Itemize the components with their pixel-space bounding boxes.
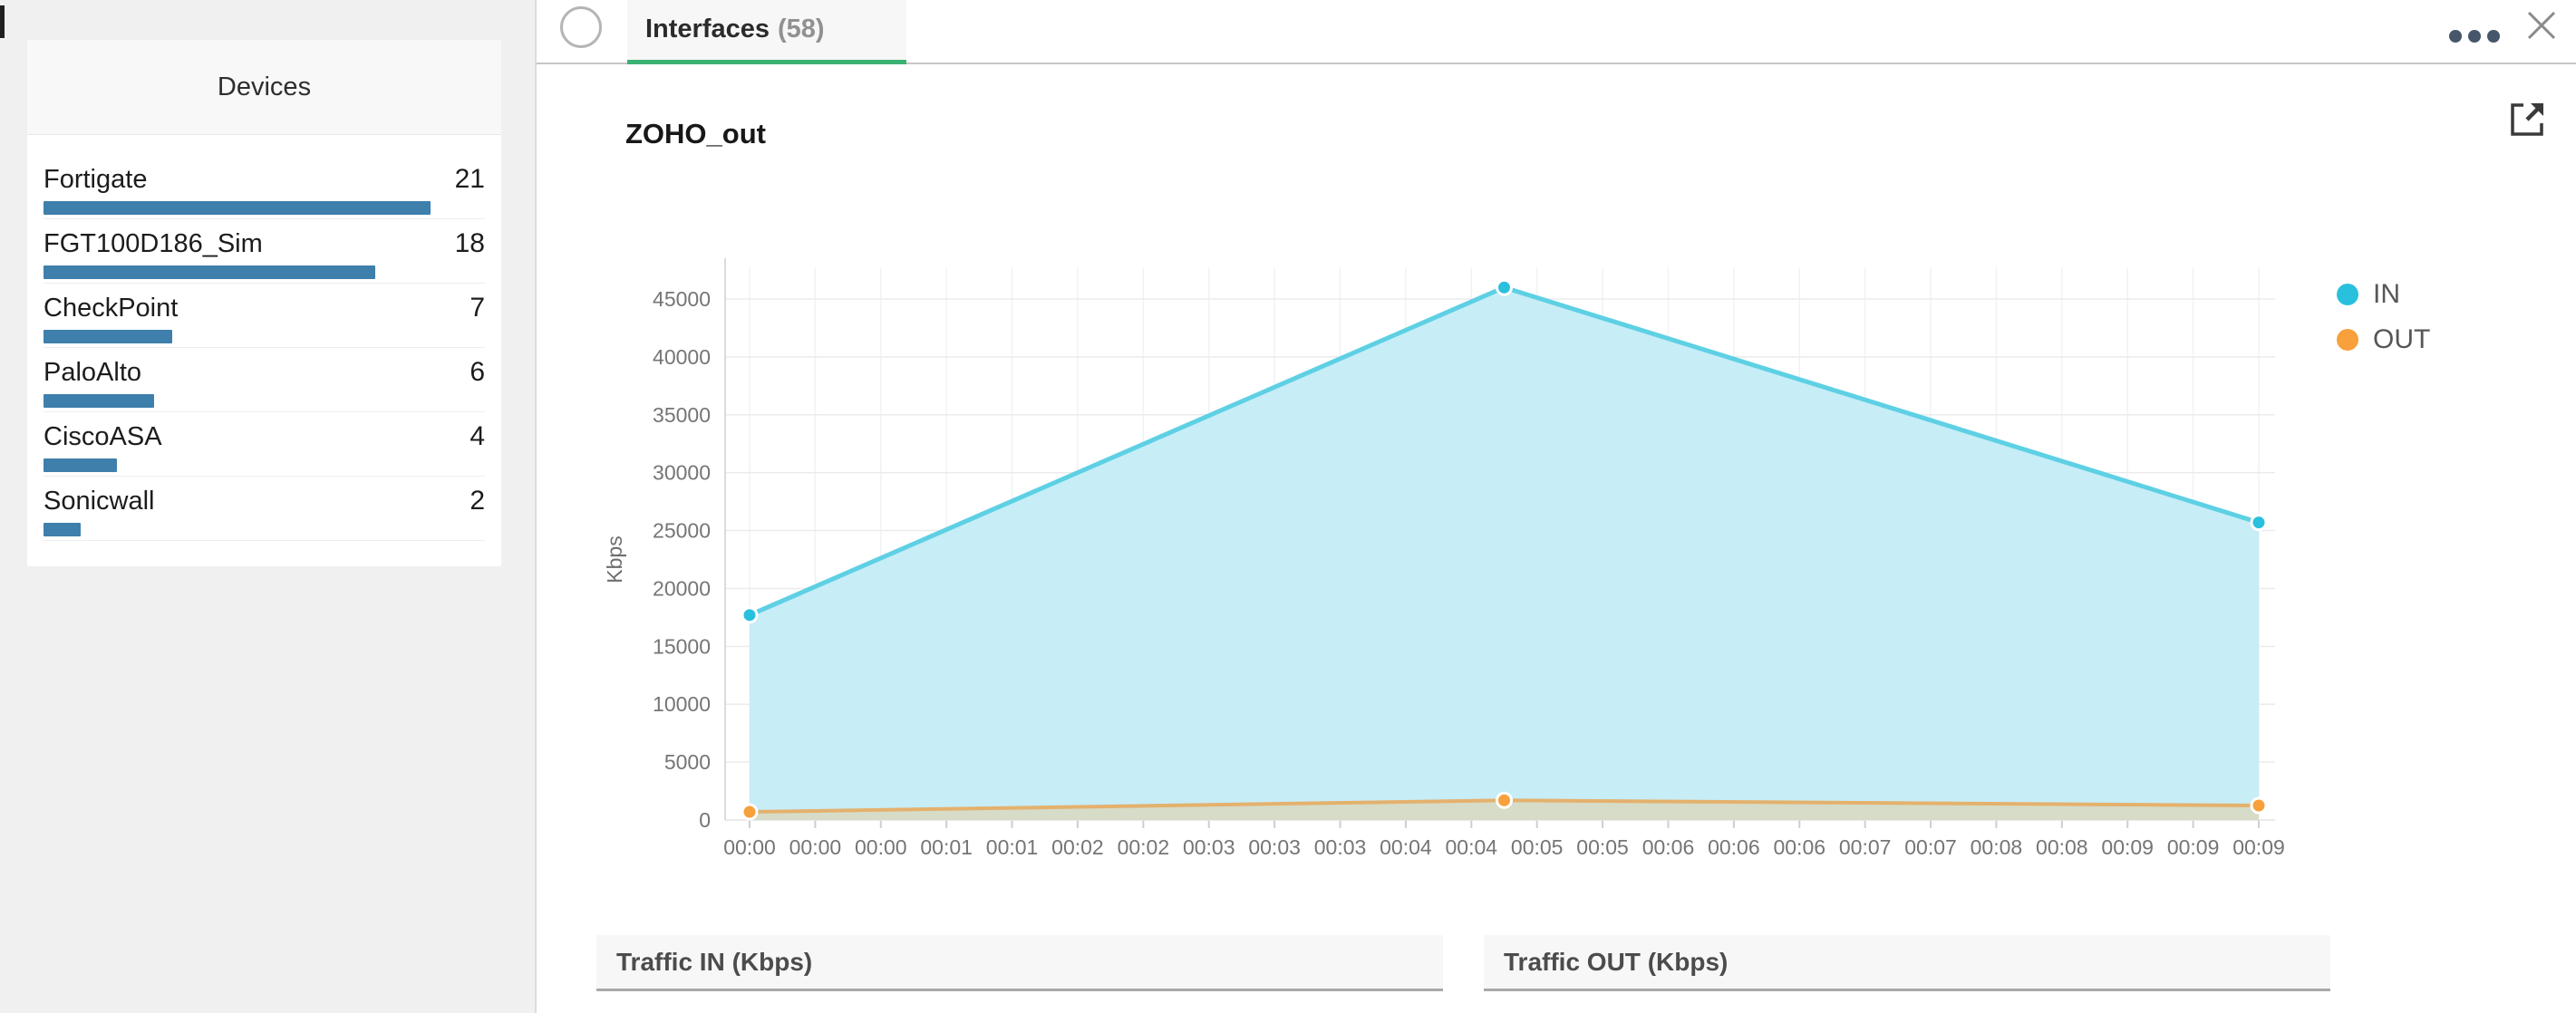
y-axis-label: 35000 — [653, 403, 711, 427]
device-usage-bar — [44, 201, 431, 215]
x-axis-label: 00:03 — [1183, 835, 1235, 859]
device-row[interactable]: CiscoASA 4 — [44, 412, 485, 477]
y-axis-label: 10000 — [653, 692, 711, 716]
ellipsis-icon — [2468, 30, 2481, 43]
device-usage-bar — [44, 523, 81, 536]
legend-label-out: OUT — [2373, 324, 2431, 354]
x-axis-label: 00:09 — [2167, 835, 2220, 859]
in-data-point-marker — [2250, 514, 2268, 532]
more-options-button[interactable] — [2449, 30, 2500, 43]
tab-interfaces[interactable]: Interfaces (58) — [627, 0, 906, 64]
in-data-point-marker — [741, 606, 759, 624]
device-count: 2 — [470, 486, 485, 516]
device-usage-bar — [44, 458, 118, 472]
traffic-area-chart: 00:00 00:00 00:00 00:01 00:01 00:02 00:02 00:03… — [603, 258, 2285, 859]
devices-panel-title: Devices — [27, 40, 501, 135]
device-name: Sonicwall — [44, 487, 155, 516]
y-axis-title: Kbps — [603, 535, 626, 583]
x-axis-label: 00:06 — [1708, 835, 1760, 859]
close-icon — [2527, 11, 2556, 40]
out-data-point-marker — [741, 803, 759, 821]
x-axis-label: 00:08 — [1971, 835, 2023, 859]
device-count: 18 — [454, 228, 485, 258]
device-name: FGT100D186_Sim — [44, 229, 263, 258]
device-count: 21 — [454, 164, 485, 194]
device-usage-bar — [44, 265, 376, 279]
device-list: Fortigate 21 FGT100D186_Sim 18 CheckPoint 7 Pa… — [27, 135, 501, 566]
x-axis-label: 00:01 — [920, 835, 973, 859]
x-axis-label: 00:00 — [723, 835, 776, 859]
traffic-out-section-header: Traffic OUT (Kbps) — [1484, 935, 2330, 991]
out-data-point-marker — [1496, 791, 1513, 809]
device-row[interactable]: CheckPoint 7 — [44, 284, 485, 348]
radio-circle-button[interactable] — [560, 6, 602, 48]
y-axis-label: 45000 — [653, 287, 711, 311]
out-series-dot-icon — [2337, 329, 2358, 351]
ellipsis-icon — [2487, 30, 2500, 43]
in-series-area — [750, 287, 2259, 820]
close-button[interactable] — [2525, 9, 2558, 42]
device-name: Fortigate — [44, 165, 148, 194]
x-axis-label: 00:02 — [1051, 835, 1104, 859]
x-axis-label: 00:04 — [1380, 835, 1432, 859]
x-axis-label: 00:03 — [1314, 835, 1367, 859]
legend-item-in[interactable]: IN — [2337, 272, 2430, 317]
tab-interfaces-count: (58) — [778, 14, 825, 43]
y-axis-label: 15000 — [653, 634, 711, 658]
open-in-new-window-button[interactable] — [2505, 98, 2549, 141]
y-axis-label: 0 — [699, 808, 711, 832]
y-axis-label: 25000 — [653, 519, 711, 543]
legend-item-out[interactable]: OUT — [2337, 317, 2430, 362]
x-axis-label: 00:04 — [1446, 835, 1498, 859]
x-axis-label: 00:00 — [789, 835, 842, 859]
out-data-point-marker — [2250, 796, 2268, 815]
devices-sidebar: Devices Fortigate 21 FGT100D186_Sim 18 Check… — [0, 0, 537, 1013]
legend-label-in: IN — [2373, 279, 2400, 309]
device-name: CiscoASA — [44, 422, 162, 451]
x-axis-label: 00:06 — [1642, 835, 1695, 859]
x-axis-label: 00:01 — [986, 835, 1039, 859]
chart-title: ZOHO_out — [625, 118, 766, 150]
widget-topbar: Interfaces (58) — [537, 0, 2576, 64]
y-axis-label: 20000 — [653, 576, 711, 600]
x-axis-label: 00:07 — [1904, 835, 1957, 859]
device-usage-bar — [44, 330, 173, 343]
tab-interfaces-label: Interfaces — [645, 14, 770, 43]
in-data-point-marker — [1496, 278, 1513, 296]
screen-edge-artifact — [0, 5, 5, 38]
ellipsis-icon — [2449, 30, 2462, 43]
external-link-icon — [2511, 103, 2543, 136]
device-name: CheckPoint — [44, 294, 179, 323]
x-axis-label: 00:05 — [1511, 835, 1564, 859]
device-count: 4 — [470, 421, 485, 451]
x-axis-label: 00:05 — [1576, 835, 1629, 859]
x-axis-label: 00:07 — [1839, 835, 1892, 859]
x-axis-label: 00:00 — [855, 835, 907, 859]
x-axis-label: 00:09 — [2232, 835, 2285, 859]
x-axis-label: 00:02 — [1118, 835, 1170, 859]
device-usage-bar — [44, 394, 155, 408]
y-axis-label: 30000 — [653, 461, 711, 485]
device-row[interactable]: Sonicwall 2 — [44, 477, 485, 541]
y-axis-label: 5000 — [664, 750, 711, 774]
device-count: 7 — [470, 293, 485, 323]
device-count: 6 — [470, 357, 485, 387]
x-axis-label: 00:06 — [1773, 835, 1825, 859]
devices-card: Devices Fortigate 21 FGT100D186_Sim 18 Check… — [27, 40, 501, 566]
x-axis-label: 00:03 — [1248, 835, 1301, 859]
device-row[interactable]: PaloAlto 6 — [44, 348, 485, 412]
in-series-dot-icon — [2337, 284, 2358, 305]
device-row[interactable]: FGT100D186_Sim 18 — [44, 219, 485, 284]
y-axis-label: 40000 — [653, 345, 711, 369]
chart-legend: IN OUT — [2337, 272, 2430, 362]
device-row[interactable]: Fortigate 21 — [44, 155, 485, 219]
x-axis-label: 00:09 — [2101, 835, 2154, 859]
traffic-in-section-header: Traffic IN (Kbps) — [596, 935, 1443, 991]
out-series-area — [750, 800, 2259, 820]
x-axis-label: 00:08 — [2036, 835, 2088, 859]
device-name: PaloAlto — [44, 358, 142, 387]
